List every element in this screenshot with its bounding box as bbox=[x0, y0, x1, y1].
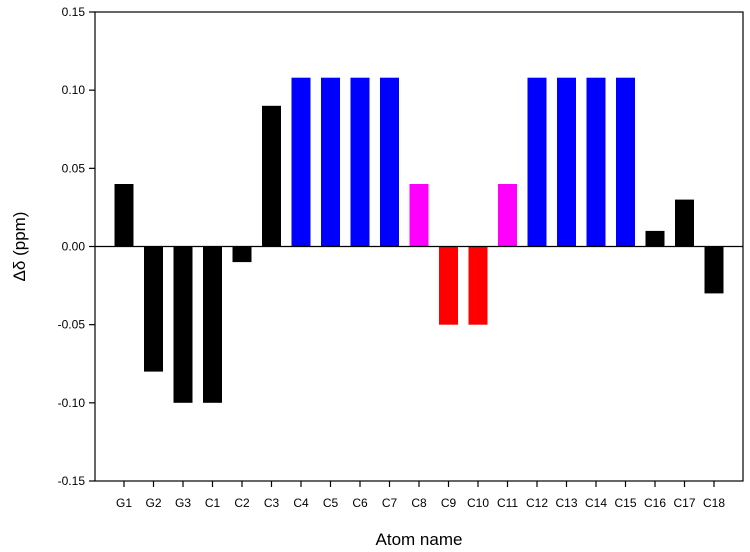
y-tick-label: -0.15 bbox=[58, 474, 86, 488]
bar-g2 bbox=[144, 246, 163, 372]
x-tick-label-c13: C13 bbox=[555, 496, 577, 510]
bars-layer bbox=[114, 77, 724, 403]
bar-g1 bbox=[114, 184, 134, 247]
y-axis-title: Δδ (ppm) bbox=[10, 212, 29, 282]
x-tick-label-c5: C5 bbox=[323, 496, 339, 510]
x-axis-title: Atom name bbox=[376, 530, 463, 549]
x-tick-label-c7: C7 bbox=[382, 496, 398, 510]
x-tick-label-g2: G2 bbox=[145, 496, 161, 510]
bar-g3 bbox=[173, 246, 193, 403]
bar-c1 bbox=[203, 246, 222, 403]
bar-c8 bbox=[409, 184, 429, 247]
y-axis-ticks: -0.15 -0.10 -0.05 0.00 0.05 0.10 0.15 bbox=[58, 5, 95, 488]
y-tick-label: 0.00 bbox=[62, 240, 86, 254]
bar-c9 bbox=[439, 246, 458, 325]
x-tick-label-c11: C11 bbox=[497, 496, 518, 510]
bar-c12 bbox=[527, 77, 547, 247]
bar-c16 bbox=[645, 230, 665, 247]
bar-c14 bbox=[586, 77, 606, 247]
x-tick-label-c12: C12 bbox=[526, 496, 548, 510]
bar-c5 bbox=[321, 77, 340, 247]
bar-c11 bbox=[498, 184, 517, 247]
y-tick-label: 0.10 bbox=[62, 83, 86, 97]
x-tick-label-c15: C15 bbox=[614, 496, 636, 510]
bar-c2 bbox=[232, 246, 252, 263]
x-tick-label-g3: G3 bbox=[175, 496, 191, 510]
x-tick-label-g1: G1 bbox=[116, 496, 132, 510]
x-tick-label-c3: C3 bbox=[264, 496, 280, 510]
y-tick-label: -0.05 bbox=[58, 318, 86, 332]
x-tick-label-c16: C16 bbox=[644, 496, 666, 510]
bar-c13 bbox=[557, 77, 576, 247]
x-tick-label-c4: C4 bbox=[293, 496, 309, 510]
x-tick-label-c2: C2 bbox=[234, 496, 250, 510]
x-tick-label-c9: C9 bbox=[441, 496, 457, 510]
y-tick-label: -0.10 bbox=[58, 396, 86, 410]
x-tick-label-c1: C1 bbox=[205, 496, 221, 510]
bar-c18 bbox=[704, 246, 724, 294]
x-tick-label-c18: C18 bbox=[703, 496, 725, 510]
bar-c17 bbox=[675, 199, 694, 247]
x-axis-ticks: G1 G2 G3 C1 C2 C3 C4 C5 C6 C7 C8 C9 C10 C11 C12 C13 C14 C… bbox=[116, 481, 725, 510]
x-tick-label-c8: C8 bbox=[411, 496, 427, 510]
x-tick-label-c10: C10 bbox=[467, 496, 489, 510]
y-tick-label: 0.15 bbox=[62, 5, 86, 19]
bar-c3 bbox=[262, 105, 281, 247]
x-tick-label-c14: C14 bbox=[585, 496, 607, 510]
bar-c7 bbox=[380, 77, 399, 247]
bar-c4 bbox=[291, 77, 311, 247]
x-tick-label-c17: C17 bbox=[673, 496, 695, 510]
y-tick-label: 0.05 bbox=[62, 161, 86, 175]
bar-c15 bbox=[616, 77, 635, 247]
x-tick-label-c6: C6 bbox=[352, 496, 368, 510]
bar-c6 bbox=[350, 77, 370, 247]
bar-c10 bbox=[468, 246, 488, 325]
